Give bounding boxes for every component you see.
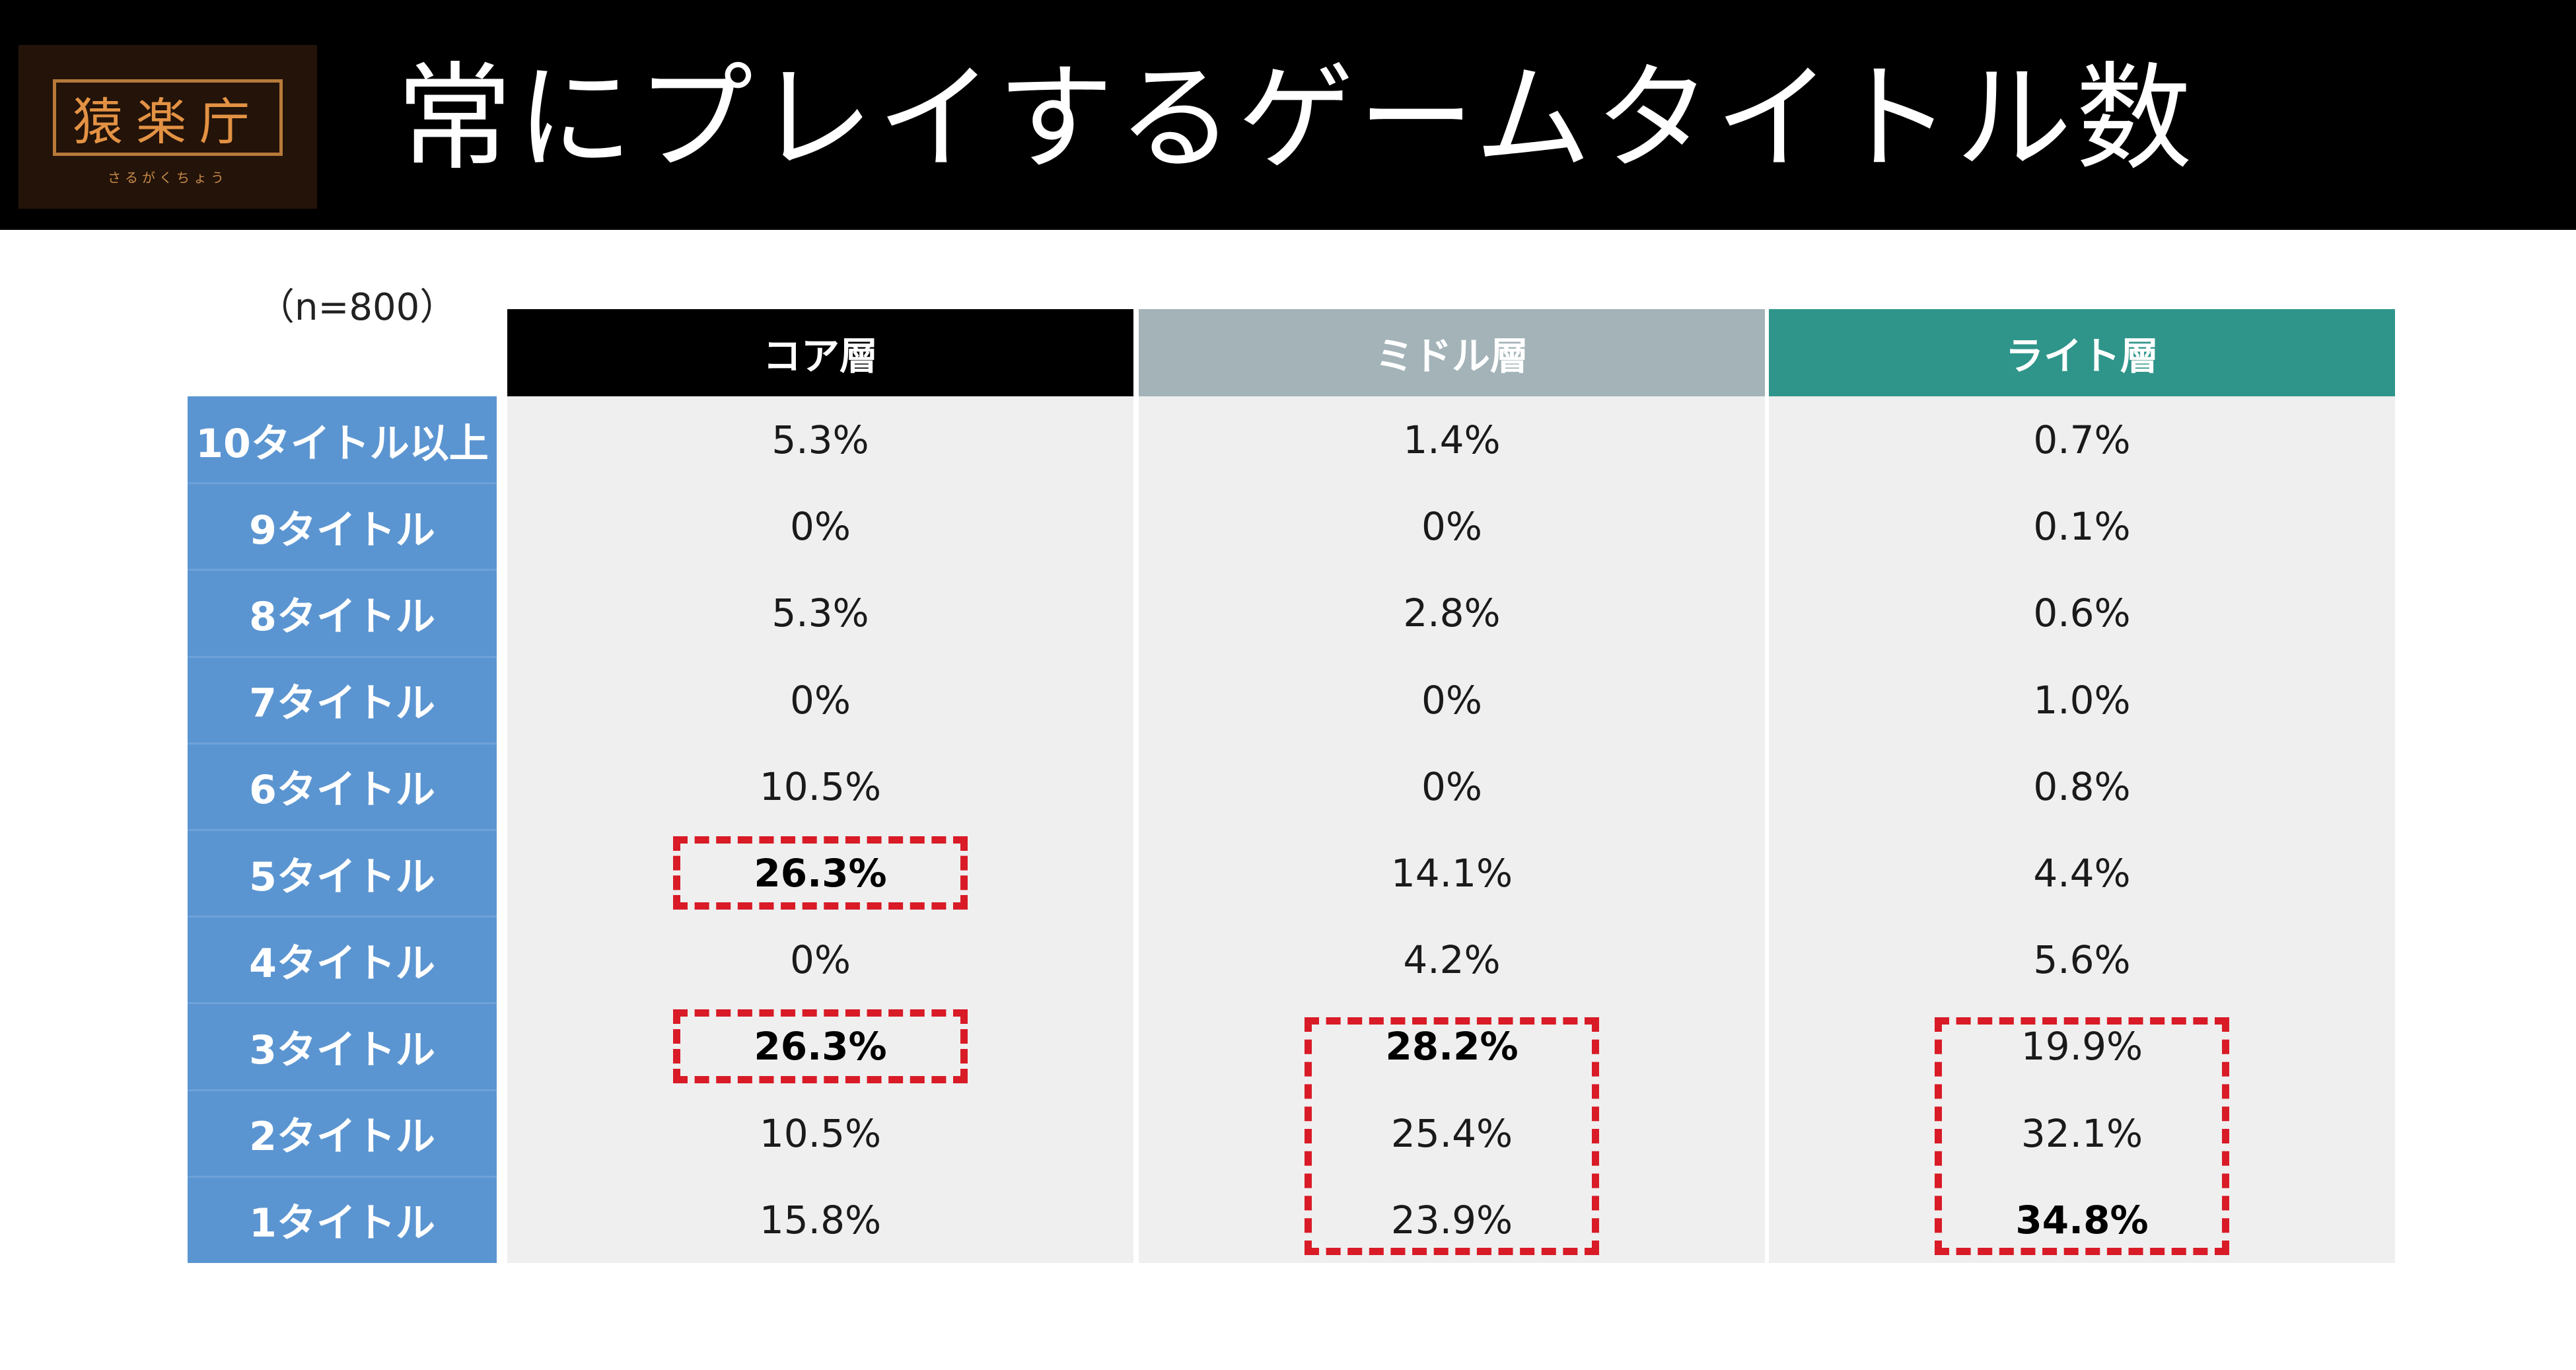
table-cell-light: 34.8% bbox=[2015, 1197, 2149, 1243]
table-cell-middle: 0% bbox=[1421, 764, 1482, 809]
table-cell-middle: 2.8% bbox=[1403, 591, 1501, 636]
table-cell-core: 26.3% bbox=[754, 851, 887, 896]
table-cell-core: 0% bbox=[789, 677, 851, 723]
table-cell-light: 0.6% bbox=[2033, 591, 2131, 636]
table-cell-core: 26.3% bbox=[754, 1024, 887, 1069]
row-label: 8タイトル bbox=[249, 593, 435, 640]
table-cell-light: 32.1% bbox=[2021, 1110, 2143, 1156]
table-cell-middle: 1.4% bbox=[1403, 417, 1501, 462]
row-label: 5タイトル bbox=[249, 853, 435, 900]
column-bg-light bbox=[1769, 396, 2395, 1263]
row-separator bbox=[188, 1002, 497, 1005]
table-cell-light: 0.1% bbox=[2033, 504, 2131, 550]
row-separator bbox=[188, 829, 497, 831]
table-cell-core: 10.5% bbox=[759, 1110, 882, 1156]
row-label: 9タイトル bbox=[249, 507, 435, 554]
row-separator bbox=[188, 1089, 497, 1091]
table-cell-middle: 25.4% bbox=[1390, 1110, 1513, 1156]
row-label: 7タイトル bbox=[249, 680, 435, 727]
row-label: 4タイトル bbox=[249, 940, 435, 987]
column-header-light: ライト層 bbox=[1769, 309, 2395, 396]
column-bg-middle bbox=[1139, 396, 1765, 1263]
table-cell-core: 15.8% bbox=[759, 1197, 882, 1243]
row-label: 2タイトル bbox=[249, 1114, 435, 1161]
table-cell-light: 0.8% bbox=[2033, 764, 2131, 809]
table-cell-middle: 0% bbox=[1421, 677, 1482, 723]
row-label: 6タイトル bbox=[249, 767, 435, 814]
column-header-middle: ミドル層 bbox=[1139, 309, 1765, 396]
logo-mark: 猿楽庁 bbox=[53, 79, 283, 156]
table-cell-core: 5.3% bbox=[771, 417, 869, 462]
table-cell-light: 5.6% bbox=[2033, 937, 2131, 983]
column-header-core: コア層 bbox=[507, 309, 1133, 396]
table-cell-core: 5.3% bbox=[771, 591, 869, 636]
logo: 猿楽庁 さるがくちょう bbox=[18, 45, 317, 209]
row-label: 3タイトル bbox=[249, 1027, 435, 1073]
table-cell-core: 0% bbox=[789, 937, 851, 983]
table-cell-middle: 23.9% bbox=[1390, 1197, 1513, 1243]
table-cell-core: 10.5% bbox=[759, 764, 882, 809]
table-cell-core: 0% bbox=[789, 504, 851, 550]
row-separator bbox=[188, 482, 497, 485]
logo-reading: さるがくちょう bbox=[108, 170, 228, 186]
table-cell-light: 1.0% bbox=[2033, 677, 2131, 723]
table-cell-middle: 28.2% bbox=[1385, 1024, 1519, 1069]
row-separator bbox=[188, 742, 497, 744]
sample-size-note: （n=800） bbox=[258, 286, 457, 329]
table-cell-middle: 4.2% bbox=[1403, 937, 1501, 983]
page-title: 常にプレイするゲームタイトル数 bbox=[396, 51, 2196, 186]
column-bg-core bbox=[507, 396, 1133, 1263]
table-cell-light: 19.9% bbox=[2021, 1024, 2143, 1069]
table-cell-middle: 14.1% bbox=[1390, 851, 1513, 896]
row-separator bbox=[188, 655, 497, 658]
row-label: 10タイトル以上 bbox=[196, 420, 489, 467]
table-cell-middle: 0% bbox=[1421, 504, 1482, 550]
table-cell-light: 0.7% bbox=[2033, 417, 2131, 462]
header-bar: 猿楽庁 さるがくちょう 常にプレイするゲームタイトル数 bbox=[0, 0, 2576, 230]
row-separator bbox=[188, 569, 497, 571]
row-separator bbox=[188, 1175, 497, 1178]
row-label: 1タイトル bbox=[249, 1200, 435, 1247]
row-separator bbox=[188, 916, 497, 918]
table-cell-light: 4.4% bbox=[2033, 851, 2131, 896]
